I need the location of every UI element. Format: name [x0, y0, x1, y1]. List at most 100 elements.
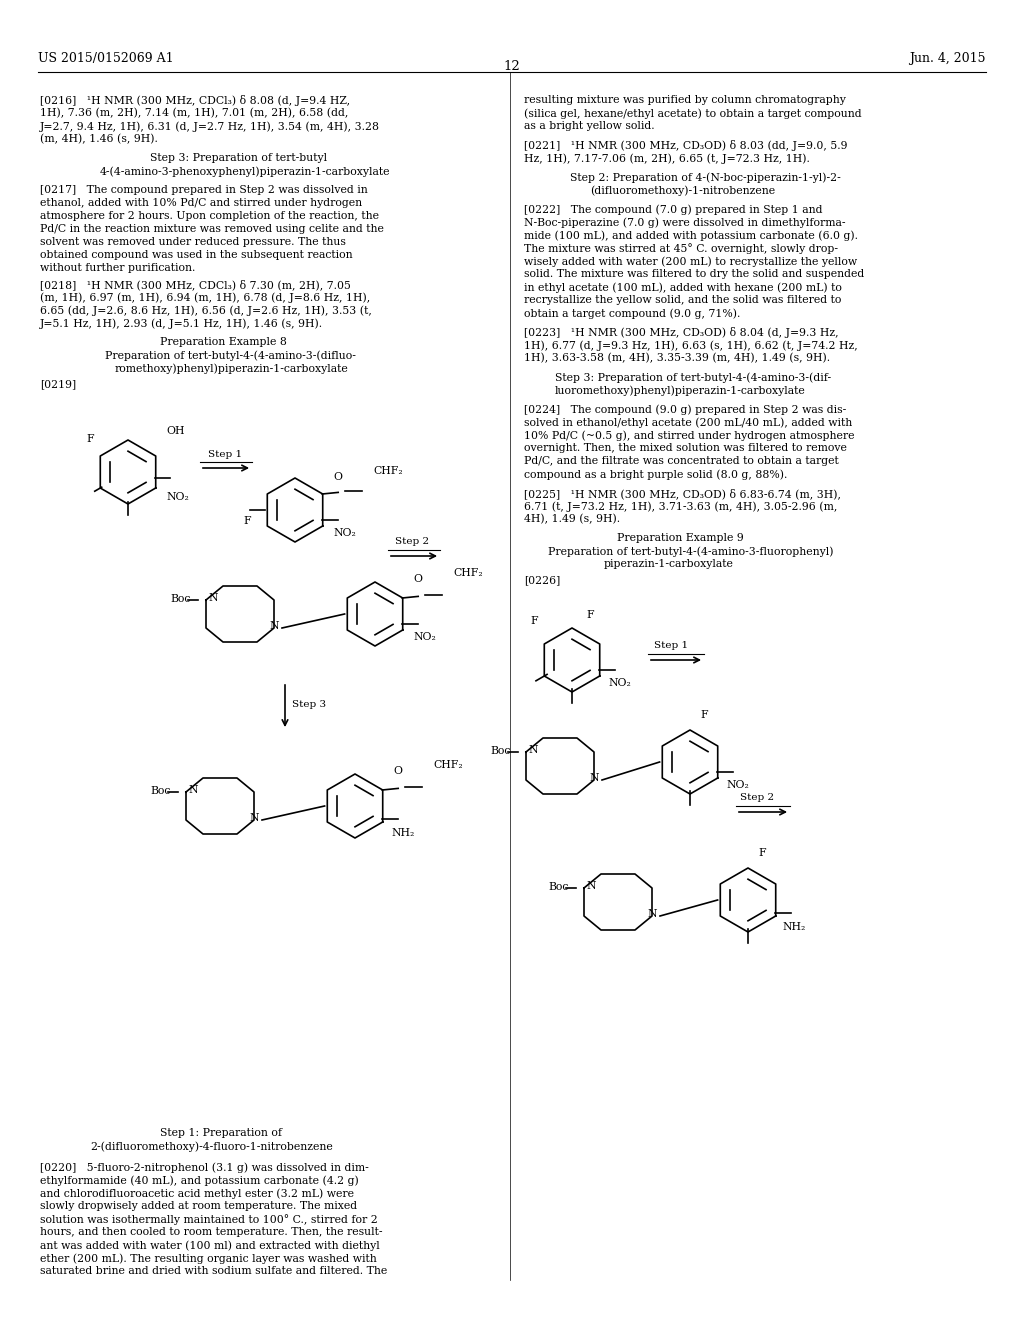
Text: [0219]: [0219]: [40, 379, 76, 389]
Text: F: F: [700, 710, 708, 719]
Text: O: O: [333, 473, 342, 482]
Text: atmosphere for 2 hours. Upon completion of the reaction, the: atmosphere for 2 hours. Upon completion …: [40, 211, 379, 220]
Text: N: N: [249, 813, 258, 822]
Text: [0222]   The compound (7.0 g) prepared in Step 1 and: [0222] The compound (7.0 g) prepared in …: [524, 205, 822, 215]
Text: [0226]: [0226]: [524, 576, 560, 585]
Text: solid. The mixture was filtered to dry the solid and suspended: solid. The mixture was filtered to dry t…: [524, 269, 864, 279]
Text: mide (100 mL), and added with potassium carbonate (6.0 g).: mide (100 mL), and added with potassium …: [524, 230, 858, 240]
Text: O: O: [393, 766, 402, 776]
Text: solved in ethanol/ethyl acetate (200 mL/40 mL), added with: solved in ethanol/ethyl acetate (200 mL/…: [524, 417, 852, 428]
Text: Step 2: Step 2: [740, 793, 774, 803]
Text: [0224]   The compound (9.0 g) prepared in Step 2 was dis-: [0224] The compound (9.0 g) prepared in …: [524, 404, 846, 414]
Text: Step 2: Step 2: [395, 537, 429, 546]
Text: CHF₂: CHF₂: [433, 760, 463, 770]
Text: overnight. Then, the mixed solution was filtered to remove: overnight. Then, the mixed solution was …: [524, 444, 847, 453]
Text: Boc: Boc: [150, 785, 170, 796]
Text: Step 1: Preparation of: Step 1: Preparation of: [160, 1129, 282, 1138]
Text: NH₂: NH₂: [391, 828, 415, 838]
Text: as a bright yellow solid.: as a bright yellow solid.: [524, 121, 654, 131]
Text: CHF₂: CHF₂: [373, 466, 402, 477]
Text: [0216]   ¹H NMR (300 MHz, CDCl₃) δ 8.08 (d, J=9.4 HZ,: [0216] ¹H NMR (300 MHz, CDCl₃) δ 8.08 (d…: [40, 95, 350, 106]
Text: [0223]   ¹H NMR (300 MHz, CD₃OD) δ 8.04 (d, J=9.3 Hz,: [0223] ¹H NMR (300 MHz, CD₃OD) δ 8.04 (d…: [524, 327, 839, 338]
Text: in ethyl acetate (100 mL), added with hexane (200 mL) to: in ethyl acetate (100 mL), added with he…: [524, 282, 842, 293]
Text: F: F: [586, 610, 594, 620]
Text: Step 2: Preparation of 4-(N-boc-piperazin-1-yl)-2-: Step 2: Preparation of 4-(N-boc-piperazi…: [570, 172, 841, 182]
Text: N: N: [269, 620, 279, 631]
Text: solvent was removed under reduced pressure. The thus: solvent was removed under reduced pressu…: [40, 238, 346, 247]
Text: 4H), 1.49 (s, 9H).: 4H), 1.49 (s, 9H).: [524, 513, 621, 524]
Text: 1H), 3.63-3.58 (m, 4H), 3.35-3.39 (m, 4H), 1.49 (s, 9H).: 1H), 3.63-3.58 (m, 4H), 3.35-3.39 (m, 4H…: [524, 352, 830, 363]
Text: F: F: [243, 516, 251, 525]
Text: [0221]   ¹H NMR (300 MHz, CD₃OD) δ 8.03 (dd, J=9.0, 5.9: [0221] ¹H NMR (300 MHz, CD₃OD) δ 8.03 (d…: [524, 140, 848, 150]
Text: 2-(difluoromethoxy)-4-fluoro-1-nitrobenzene: 2-(difluoromethoxy)-4-fluoro-1-nitrobenz…: [90, 1140, 333, 1151]
Text: 1H), 6.77 (d, J=9.3 Hz, 1H), 6.63 (s, 1H), 6.62 (t, J=74.2 Hz,: 1H), 6.77 (d, J=9.3 Hz, 1H), 6.63 (s, 1H…: [524, 341, 858, 351]
Text: [0225]   ¹H NMR (300 MHz, CD₃OD) δ 6.83-6.74 (m, 3H),: [0225] ¹H NMR (300 MHz, CD₃OD) δ 6.83-6.…: [524, 488, 841, 499]
Text: ethanol, added with 10% Pd/C and stirred under hydrogen: ethanol, added with 10% Pd/C and stirred…: [40, 198, 362, 209]
Text: NO₂: NO₂: [166, 492, 188, 502]
Text: Step 3: Preparation of tert-butyl-4-(4-amino-3-(dif-: Step 3: Preparation of tert-butyl-4-(4-a…: [555, 372, 831, 383]
Text: F: F: [530, 616, 538, 626]
Text: Step 1: Step 1: [654, 642, 688, 649]
Text: slowly dropwisely added at room temperature. The mixed: slowly dropwisely added at room temperat…: [40, 1201, 357, 1210]
Text: (difluoromethoxy)-1-nitrobenzene: (difluoromethoxy)-1-nitrobenzene: [590, 185, 775, 195]
Text: Boc: Boc: [170, 594, 190, 605]
Text: 6.71 (t, J=73.2 Hz, 1H), 3.71-3.63 (m, 4H), 3.05-2.96 (m,: 6.71 (t, J=73.2 Hz, 1H), 3.71-3.63 (m, 4…: [524, 502, 838, 512]
Text: N: N: [586, 880, 596, 891]
Text: romethoxy)phenyl)piperazin-1-carboxylate: romethoxy)phenyl)piperazin-1-carboxylate: [115, 363, 349, 374]
Text: O: O: [413, 574, 422, 583]
Text: saturated brine and dried with sodium sulfate and filtered. The: saturated brine and dried with sodium su…: [40, 1266, 387, 1276]
Text: 1H), 7.36 (m, 2H), 7.14 (m, 1H), 7.01 (m, 2H), 6.58 (dd,: 1H), 7.36 (m, 2H), 7.14 (m, 1H), 7.01 (m…: [40, 108, 348, 119]
Text: OH: OH: [166, 426, 184, 436]
Text: NO₂: NO₂: [726, 780, 749, 789]
Text: J=5.1 Hz, 1H), 2.93 (d, J=5.1 Hz, 1H), 1.46 (s, 9H).: J=5.1 Hz, 1H), 2.93 (d, J=5.1 Hz, 1H), 1…: [40, 318, 324, 329]
Text: NH₂: NH₂: [782, 921, 805, 932]
Text: ether (200 mL). The resulting organic layer was washed with: ether (200 mL). The resulting organic la…: [40, 1253, 377, 1263]
Text: NO₂: NO₂: [608, 678, 631, 688]
Text: 6.65 (dd, J=2.6, 8.6 Hz, 1H), 6.56 (d, J=2.6 Hz, 1H), 3.53 (t,: 6.65 (dd, J=2.6, 8.6 Hz, 1H), 6.56 (d, J…: [40, 305, 372, 315]
Text: luoromethoxy)phenyl)piperazin-1-carboxylate: luoromethoxy)phenyl)piperazin-1-carboxyl…: [555, 385, 806, 396]
Text: Pd/C in the reaction mixture was removed using celite and the: Pd/C in the reaction mixture was removed…: [40, 224, 384, 234]
Text: (silica gel, hexane/ethyl acetate) to obtain a target compound: (silica gel, hexane/ethyl acetate) to ob…: [524, 108, 861, 119]
Text: N: N: [208, 593, 217, 603]
Text: [0220]   5-fluoro-2-nitrophenol (3.1 g) was dissolved in dim-: [0220] 5-fluoro-2-nitrophenol (3.1 g) wa…: [40, 1162, 369, 1172]
Text: F: F: [86, 434, 93, 444]
Text: hours, and then cooled to room temperature. Then, the result-: hours, and then cooled to room temperatu…: [40, 1228, 383, 1237]
Text: 4-(4-amino-3-phenoxyphenyl)piperazin-1-carboxylate: 4-(4-amino-3-phenoxyphenyl)piperazin-1-c…: [100, 166, 390, 177]
Text: [0218]   ¹H NMR (300 MHz, CDCl₃) δ 7.30 (m, 2H), 7.05: [0218] ¹H NMR (300 MHz, CDCl₃) δ 7.30 (m…: [40, 279, 351, 290]
Text: [0217]   The compound prepared in Step 2 was dissolved in: [0217] The compound prepared in Step 2 w…: [40, 185, 368, 195]
Text: The mixture was stirred at 45° C. overnight, slowly drop-: The mixture was stirred at 45° C. overni…: [524, 243, 838, 253]
Text: (m, 1H), 6.97 (m, 1H), 6.94 (m, 1H), 6.78 (d, J=8.6 Hz, 1H),: (m, 1H), 6.97 (m, 1H), 6.94 (m, 1H), 6.7…: [40, 292, 371, 302]
Text: Hz, 1H), 7.17-7.06 (m, 2H), 6.65 (t, J=72.3 Hz, 1H).: Hz, 1H), 7.17-7.06 (m, 2H), 6.65 (t, J=7…: [524, 153, 810, 164]
Text: ant was added with water (100 ml) and extracted with diethyl: ant was added with water (100 ml) and ex…: [40, 1239, 380, 1250]
Text: resulting mixture was purified by column chromatography: resulting mixture was purified by column…: [524, 95, 846, 106]
Text: Preparation Example 8: Preparation Example 8: [160, 337, 287, 347]
Text: N: N: [647, 909, 656, 919]
Text: ethylformamide (40 mL), and potassium carbonate (4.2 g): ethylformamide (40 mL), and potassium ca…: [40, 1175, 358, 1185]
Text: F: F: [758, 847, 766, 858]
Text: N: N: [188, 785, 198, 795]
Text: recrystallize the yellow solid, and the solid was filtered to: recrystallize the yellow solid, and the …: [524, 294, 842, 305]
Text: Preparation of tert-butyl-4-(4-amino-3-fluorophenyl): Preparation of tert-butyl-4-(4-amino-3-f…: [548, 546, 834, 557]
Text: and chlorodifluoroacetic acid methyl ester (3.2 mL) were: and chlorodifluoroacetic acid methyl est…: [40, 1188, 354, 1199]
Text: Preparation of tert-butyl-4-(4-amino-3-(difluo-: Preparation of tert-butyl-4-(4-amino-3-(…: [105, 350, 356, 360]
Text: 10% Pd/C (~0.5 g), and stirred under hydrogen atmosphere: 10% Pd/C (~0.5 g), and stirred under hyd…: [524, 430, 854, 441]
Text: wisely added with water (200 mL) to recrystallize the yellow: wisely added with water (200 mL) to recr…: [524, 256, 857, 267]
Text: NO₂: NO₂: [413, 632, 436, 642]
Text: solution was isothermally maintained to 100° C., stirred for 2: solution was isothermally maintained to …: [40, 1214, 378, 1225]
Text: Boc: Boc: [548, 882, 568, 892]
Text: Step 1: Step 1: [208, 450, 242, 459]
Text: J=2.7, 9.4 Hz, 1H), 6.31 (d, J=2.7 Hz, 1H), 3.54 (m, 4H), 3.28: J=2.7, 9.4 Hz, 1H), 6.31 (d, J=2.7 Hz, 1…: [40, 121, 380, 132]
Text: Boc: Boc: [490, 746, 510, 756]
Text: Step 3: Preparation of tert-butyl: Step 3: Preparation of tert-butyl: [150, 153, 327, 162]
Text: Jun. 4, 2015: Jun. 4, 2015: [909, 51, 986, 65]
Text: CHF₂: CHF₂: [453, 568, 482, 578]
Text: N-Boc-piperazine (7.0 g) were dissolved in dimethylforma-: N-Boc-piperazine (7.0 g) were dissolved …: [524, 216, 846, 227]
Text: obtain a target compound (9.0 g, 71%).: obtain a target compound (9.0 g, 71%).: [524, 308, 740, 318]
Text: US 2015/0152069 A1: US 2015/0152069 A1: [38, 51, 174, 65]
Text: N: N: [589, 774, 598, 783]
Text: compound as a bright purple solid (8.0 g, 88%).: compound as a bright purple solid (8.0 g…: [524, 469, 787, 479]
Text: 12: 12: [504, 59, 520, 73]
Text: piperazin-1-carboxylate: piperazin-1-carboxylate: [604, 558, 734, 569]
Text: Preparation Example 9: Preparation Example 9: [617, 533, 743, 543]
Text: Pd/C, and the filtrate was concentrated to obtain a target: Pd/C, and the filtrate was concentrated …: [524, 455, 839, 466]
